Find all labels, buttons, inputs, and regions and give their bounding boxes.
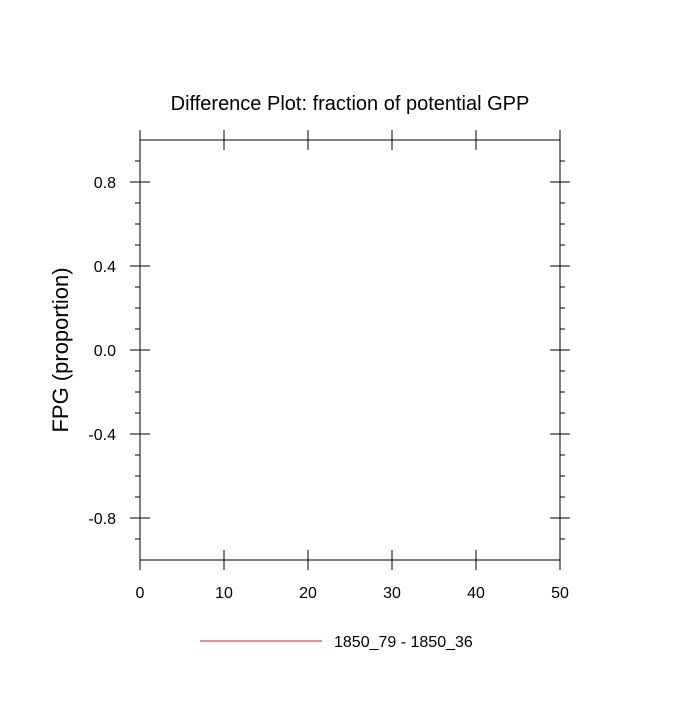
- legend-label: 1850_79 - 1850_36: [334, 634, 473, 651]
- x-tick-label: 20: [299, 585, 317, 602]
- ticks-layer: 0 10 20 30 40 50 -0.8 -0.4 0.0 0.4 0.8: [88, 130, 570, 602]
- chart-title: Difference Plot: fraction of potential G…: [171, 93, 530, 115]
- y-tick-label: 0.0: [94, 343, 116, 360]
- x-tick-label: 0: [136, 585, 145, 602]
- y-tick-label: -0.4: [88, 427, 116, 444]
- y-tick-label: 0.8: [94, 175, 116, 192]
- plot-frame: [139, 139, 561, 561]
- x-tick-label: 50: [551, 585, 569, 602]
- y-axis-label: FPG (proportion): [48, 267, 73, 432]
- x-tick-label: 10: [215, 585, 233, 602]
- y-tick-label: -0.8: [88, 511, 116, 528]
- x-tick-label: 40: [467, 585, 485, 602]
- x-tick-label: 30: [383, 585, 401, 602]
- y-tick-label: 0.4: [94, 259, 116, 276]
- legend-layer: 1850_79 - 1850_36: [200, 634, 473, 651]
